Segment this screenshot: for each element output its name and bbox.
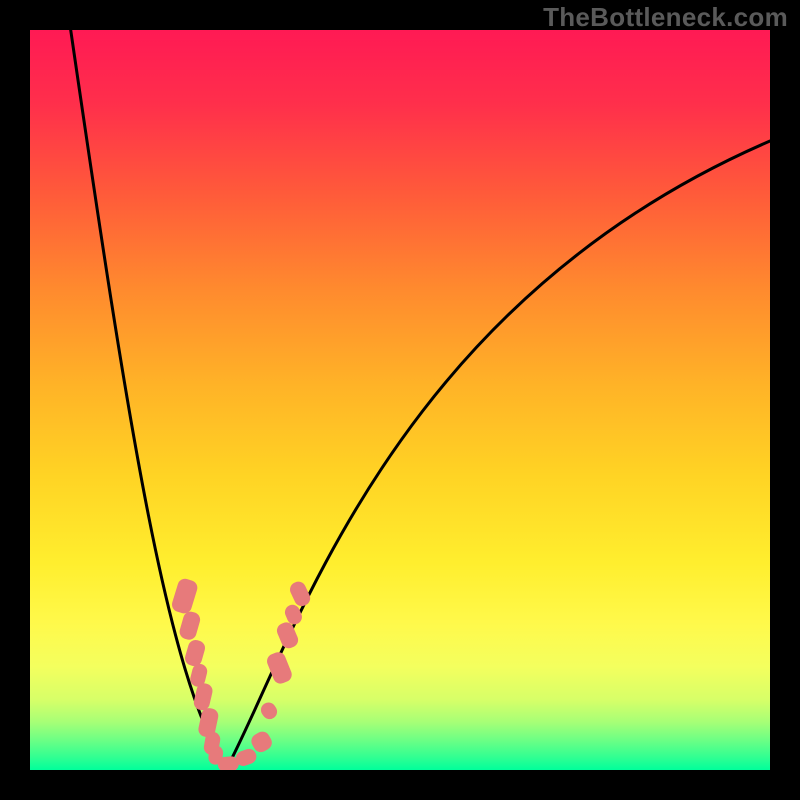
gradient-background (30, 30, 770, 770)
data-marker (218, 756, 239, 770)
plot-area (30, 30, 770, 770)
chart-svg (30, 30, 770, 770)
watermark-text: TheBottleneck.com (543, 2, 788, 33)
stage: TheBottleneck.com (0, 0, 800, 800)
